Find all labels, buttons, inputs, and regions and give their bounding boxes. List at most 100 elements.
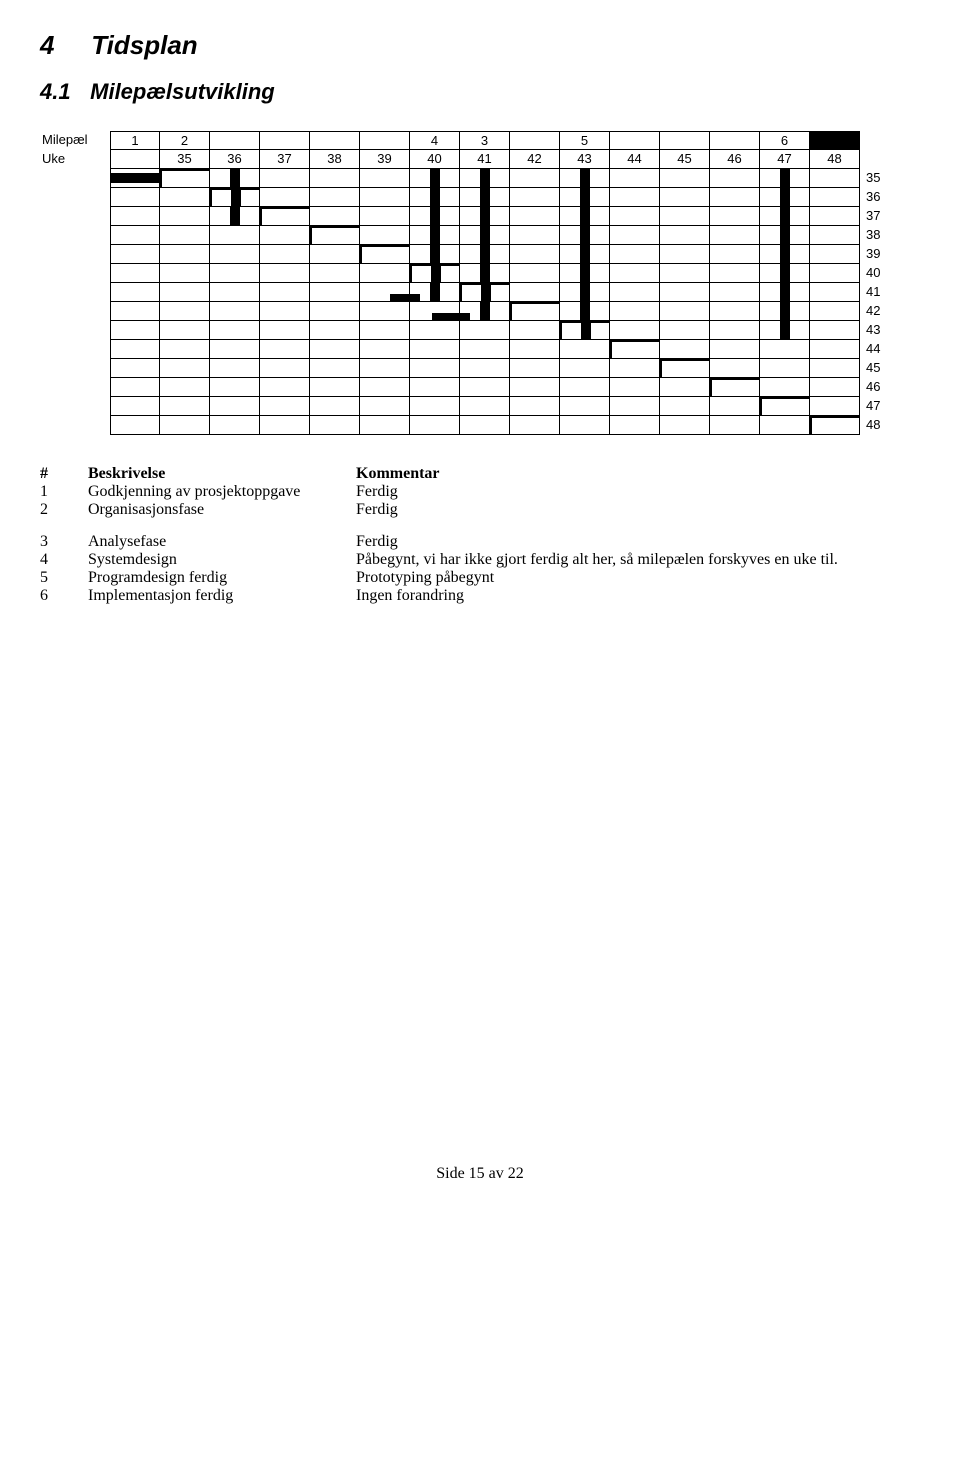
gantt-tail-label: 46 [860, 378, 906, 397]
gantt-cell [110, 359, 160, 378]
gantt-cell [160, 226, 210, 245]
gantt-cell [360, 131, 410, 150]
gantt-cell [710, 188, 760, 207]
table-cell: 3 [40, 533, 88, 551]
gantt-tail-label: 42 [860, 302, 906, 321]
gantt-cell [610, 283, 660, 302]
gantt-row-label [40, 283, 110, 302]
section-number: 4 [40, 30, 84, 61]
gantt-cell [660, 378, 710, 397]
gantt-cell [110, 226, 160, 245]
gantt-cell [160, 416, 210, 435]
gantt-cell [260, 378, 310, 397]
gantt-cell [810, 188, 860, 207]
gantt-cell [510, 397, 560, 416]
milestone-marker [481, 285, 491, 301]
gantt-cell [660, 264, 710, 283]
gantt-cell [510, 416, 560, 435]
milestone-marker [431, 266, 441, 282]
gantt-cell [410, 340, 460, 359]
milestone-marker [430, 283, 440, 301]
gantt-cell [510, 283, 560, 302]
gantt-cell [460, 397, 510, 416]
gantt-cell [210, 321, 260, 340]
milestone-marker [230, 207, 240, 225]
gantt-tail-label: 41 [860, 283, 906, 302]
subsection-title: Milepælsutvikling [90, 79, 275, 104]
table-header-row: #BeskrivelseKommentar [40, 465, 904, 483]
table-row: 4SystemdesignPåbegynt, vi har ikke gjort… [40, 551, 904, 569]
gantt-cell [210, 245, 260, 264]
table-row: 2OrganisasjonsfaseFerdig [40, 501, 904, 519]
gantt-row-label [40, 416, 110, 435]
milestone-marker [480, 188, 490, 206]
gantt-cell [160, 264, 210, 283]
gantt-cell [410, 245, 460, 264]
gantt-cell [460, 416, 510, 435]
gantt-cell [760, 378, 810, 397]
milestone-marker [780, 321, 790, 339]
table-cell: Prototyping påbegynt [356, 569, 904, 587]
gantt-cell [810, 397, 860, 416]
gantt-cell [660, 283, 710, 302]
gantt-cell [160, 302, 210, 321]
gantt-cell [160, 397, 210, 416]
gantt-cell [260, 264, 310, 283]
gantt-cell [260, 207, 310, 226]
milestone-marker [430, 207, 440, 225]
gantt-cell [560, 359, 610, 378]
gantt-cell [510, 378, 560, 397]
gantt-cell [110, 264, 160, 283]
gantt-cell [310, 340, 360, 359]
gantt-cell: 45 [660, 150, 710, 169]
gantt-cell: 1 [110, 131, 160, 150]
gantt-row-label: Uke [40, 150, 110, 169]
gantt-cell [360, 264, 410, 283]
milestone-marker [480, 226, 490, 244]
gantt-cell [660, 245, 710, 264]
gantt-cell [560, 169, 610, 188]
gantt-cell: 6 [760, 131, 810, 150]
milestone-marker [430, 169, 440, 187]
milestone-marker [581, 323, 591, 339]
gantt-row-label [40, 207, 110, 226]
gantt-cell [260, 340, 310, 359]
gantt-cell: 3 [460, 131, 510, 150]
gantt-cell [260, 188, 310, 207]
gantt-row-label: Milepæl [40, 131, 110, 150]
milestone-marker [780, 169, 790, 187]
milestone-marker [480, 169, 490, 187]
gantt-cell: 41 [460, 150, 510, 169]
gantt-cell [110, 283, 160, 302]
gantt-row-label [40, 245, 110, 264]
gantt-cell [310, 359, 360, 378]
gantt-tail-label [860, 150, 906, 169]
gantt-cell: 36 [210, 150, 260, 169]
gantt-cell [410, 169, 460, 188]
gantt-cell [160, 245, 210, 264]
gantt-cell [510, 207, 560, 226]
gantt-cell [410, 378, 460, 397]
gantt-cell [560, 283, 610, 302]
gantt-cell [360, 188, 410, 207]
gantt-cell [360, 378, 410, 397]
gantt-tail-label: 44 [860, 340, 906, 359]
gantt-cell [260, 169, 310, 188]
gantt-cell [710, 283, 760, 302]
gantt-row-label [40, 188, 110, 207]
gantt-cell [410, 283, 460, 302]
gantt-cell [610, 378, 660, 397]
gantt-cell [110, 397, 160, 416]
gantt-cell [710, 416, 760, 435]
gantt-row-label [40, 169, 110, 188]
gantt-cell [110, 207, 160, 226]
gantt-cell [460, 169, 510, 188]
milestone-marker [480, 207, 490, 225]
table-gap-row [40, 519, 904, 533]
gantt-cell [510, 226, 560, 245]
gantt-cell [160, 188, 210, 207]
milestone-marker [580, 226, 590, 244]
milestone-marker [580, 169, 590, 187]
gantt-cell [260, 359, 310, 378]
gantt-cell [260, 131, 310, 150]
